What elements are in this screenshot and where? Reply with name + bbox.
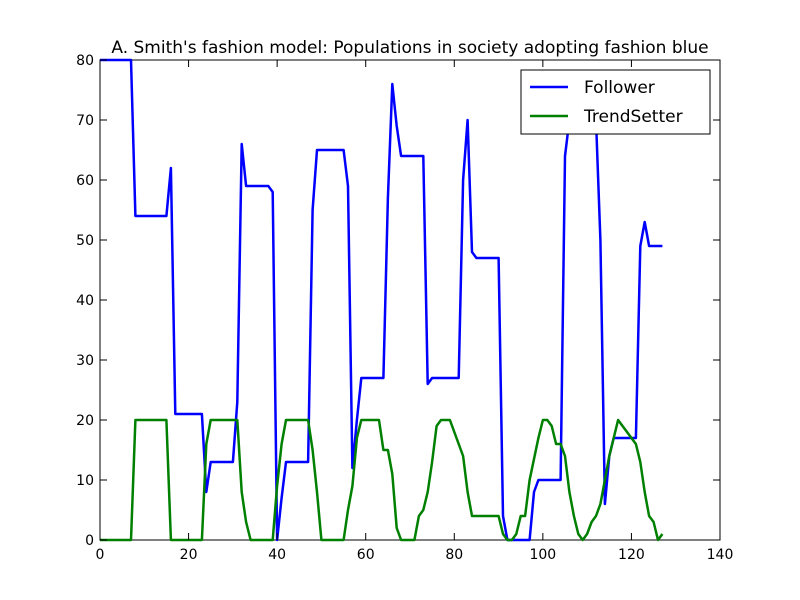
y-tick-label: 30 xyxy=(76,353,94,369)
x-tick-label: 0 xyxy=(96,547,105,563)
x-tick-label: 40 xyxy=(268,547,286,563)
y-tick-label: 0 xyxy=(85,533,94,549)
chart-title: A. Smith's fashion model: Populations in… xyxy=(111,38,708,58)
x-tick-label: 80 xyxy=(445,547,463,563)
axis-ticks: 0 20 40 60 80 100 120 140 0 10 20 30 40 50 60 70 80 xyxy=(76,53,733,563)
x-tick-label: 140 xyxy=(707,547,734,563)
legend-label-follower: Follower xyxy=(584,78,655,98)
x-tick-label: 60 xyxy=(357,547,375,563)
y-tick-label: 60 xyxy=(76,173,94,189)
legend-box xyxy=(520,69,711,135)
y-tick-label: 40 xyxy=(76,293,94,309)
x-tick-label: 100 xyxy=(529,547,556,563)
y-tick-label: 70 xyxy=(76,113,94,129)
y-tick-label: 20 xyxy=(76,413,94,429)
y-tick-label: 50 xyxy=(76,233,94,249)
x-tick-label: 20 xyxy=(180,547,198,563)
legend: Follower TrendSetter xyxy=(520,69,711,135)
y-tick-label: 80 xyxy=(76,53,94,69)
legend-label-trendsetter: TrendSetter xyxy=(583,107,683,127)
x-tick-label: 120 xyxy=(618,547,645,563)
y-tick-label: 10 xyxy=(76,473,94,489)
series-line-trendsetter xyxy=(100,418,664,542)
